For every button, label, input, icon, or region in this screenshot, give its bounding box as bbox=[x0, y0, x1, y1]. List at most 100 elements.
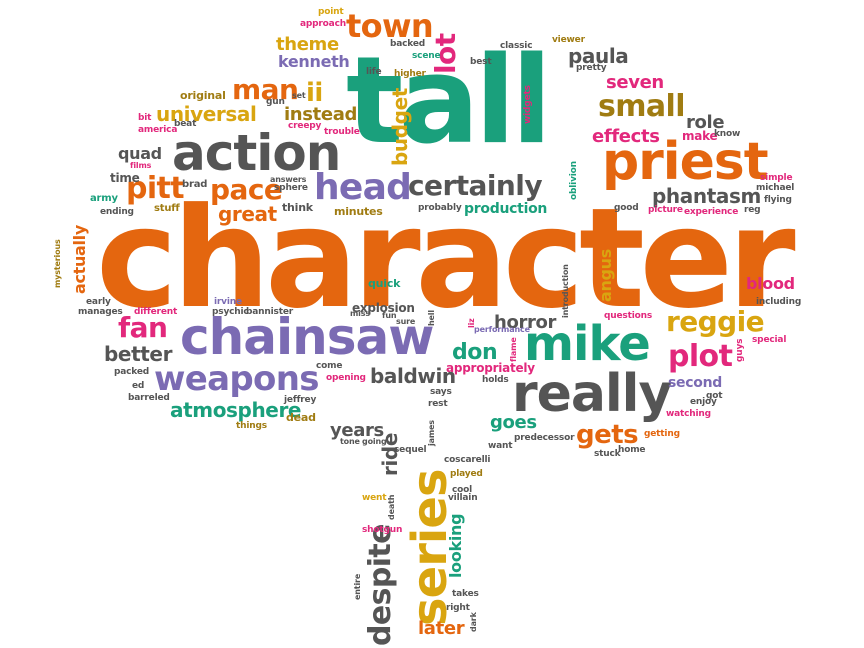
word-actually: actually bbox=[70, 225, 89, 294]
word-beat: beat bbox=[174, 119, 197, 129]
word-head: head bbox=[314, 167, 412, 208]
word-trouble: trouble bbox=[324, 127, 360, 137]
word-tone: tone bbox=[340, 437, 360, 446]
word-paula: paula bbox=[568, 44, 629, 68]
word-army: army bbox=[90, 193, 118, 204]
word-fun: fun bbox=[382, 311, 397, 320]
word-life: life bbox=[366, 67, 382, 77]
word-cool: cool bbox=[452, 485, 473, 495]
word-chainsaw: chainsaw bbox=[180, 308, 434, 366]
word-viewer: viewer bbox=[552, 35, 585, 45]
word-production: production bbox=[464, 201, 548, 217]
word-introduction: introduction bbox=[561, 264, 570, 318]
word-really: really bbox=[512, 364, 672, 424]
word-instead: instead bbox=[284, 104, 358, 125]
word-opening: opening bbox=[326, 373, 366, 383]
word-approach: approach bbox=[300, 19, 346, 29]
word-think: think bbox=[282, 201, 313, 214]
word-reggie: reggie bbox=[666, 305, 765, 338]
word-fan: fan bbox=[118, 311, 168, 344]
word-gets: gets bbox=[576, 420, 639, 450]
word-probably: probably bbox=[418, 203, 462, 213]
word-enjoy: enjoy bbox=[690, 397, 717, 407]
word-michael: michael bbox=[756, 183, 795, 193]
word-quad: quad bbox=[118, 144, 162, 163]
word-pace: pace bbox=[210, 173, 283, 206]
word-takes: takes bbox=[452, 589, 479, 599]
word-including: including bbox=[756, 297, 802, 307]
word-great: great bbox=[218, 202, 277, 226]
word-phantasm: phantasm bbox=[652, 184, 761, 208]
word-tall: tall bbox=[346, 32, 552, 171]
word-plot: plot bbox=[668, 339, 733, 374]
word-character: character bbox=[96, 178, 796, 339]
word-atmosphere: atmosphere bbox=[170, 398, 302, 422]
word-blood: blood bbox=[746, 274, 795, 293]
word-jeffrey: jeffrey bbox=[284, 395, 317, 405]
word-played: played bbox=[450, 469, 483, 479]
word-irvine: irvine bbox=[214, 297, 242, 307]
word-oblivion: oblivion bbox=[569, 161, 579, 200]
word-says: says bbox=[430, 387, 452, 397]
word-packed: packed bbox=[114, 367, 150, 377]
word-stuff: stuff bbox=[154, 203, 180, 214]
word-theme: theme bbox=[276, 34, 339, 55]
word-years: years bbox=[330, 420, 384, 441]
word-flame: flame bbox=[509, 337, 518, 362]
word-going: going bbox=[362, 437, 387, 446]
word-better: better bbox=[104, 342, 173, 366]
word-miss: miss bbox=[350, 309, 370, 318]
word-widgets: widgets bbox=[523, 85, 533, 124]
word-bannister: bannister bbox=[246, 307, 293, 317]
word-priest: priest bbox=[602, 132, 769, 192]
word-classic: classic bbox=[500, 41, 533, 51]
word-man: man bbox=[232, 73, 299, 106]
word-budget: budget bbox=[388, 88, 412, 166]
word-watching: watching bbox=[666, 409, 711, 419]
word-pretty: pretty bbox=[576, 63, 607, 73]
word-bit: bit bbox=[138, 113, 152, 123]
word-rest: rest bbox=[428, 399, 448, 409]
word-role: role bbox=[686, 112, 725, 133]
word-questions: questions bbox=[604, 311, 653, 321]
word-entire: entire bbox=[353, 573, 362, 600]
word-hell: hell bbox=[427, 310, 436, 326]
word-got: got bbox=[706, 391, 723, 401]
word-horror: horror bbox=[494, 312, 557, 333]
word-psychic: psychic bbox=[212, 307, 249, 317]
word-different: different bbox=[134, 307, 178, 317]
word-manages: manages bbox=[78, 307, 123, 317]
word-second: second bbox=[668, 375, 723, 391]
word-angus: angus bbox=[596, 249, 615, 302]
word-performance: performance bbox=[474, 325, 530, 334]
word-coscarelli: coscarelli bbox=[444, 455, 491, 465]
word-weapons: weapons bbox=[154, 359, 319, 399]
word-predecessor: predecessor bbox=[514, 433, 575, 443]
word-baldwin: baldwin bbox=[370, 364, 456, 388]
word-mike: mike bbox=[524, 316, 651, 372]
word-mysterious: mysterious bbox=[53, 239, 62, 288]
word-liz: liz bbox=[467, 318, 476, 328]
word-sure: sure bbox=[396, 317, 416, 326]
word-universal: universal bbox=[156, 102, 257, 126]
word-minutes: minutes bbox=[334, 205, 383, 218]
word-looking: looking bbox=[446, 513, 465, 578]
word-scene: scene bbox=[412, 51, 441, 61]
word-films: films bbox=[130, 161, 152, 170]
word-america: america bbox=[138, 125, 178, 135]
word-brad: brad bbox=[182, 179, 208, 190]
word-quick: quick bbox=[368, 277, 401, 290]
word-flying: flying bbox=[764, 195, 792, 205]
word-special: special bbox=[752, 335, 787, 345]
word-come: come bbox=[316, 361, 343, 371]
word-best: best bbox=[470, 57, 492, 67]
word-point: point bbox=[318, 7, 344, 17]
word-ending: ending bbox=[100, 207, 134, 217]
word-ed: ed bbox=[132, 381, 145, 391]
word-guys: guys bbox=[735, 338, 745, 362]
word-ii: ii bbox=[306, 78, 323, 108]
word-home: home bbox=[618, 445, 646, 455]
word-getting: getting bbox=[644, 429, 680, 439]
word-barreled: barreled bbox=[128, 393, 170, 403]
word-town: town bbox=[346, 7, 434, 45]
